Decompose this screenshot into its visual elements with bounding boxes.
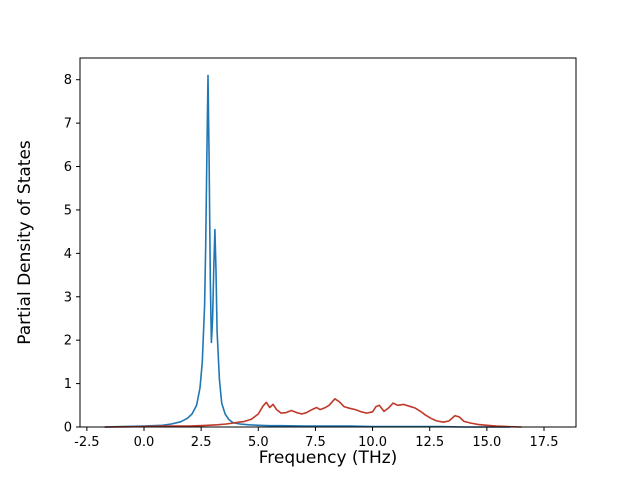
- x-tick-label: 0.0: [134, 435, 155, 450]
- y-tick-label: 0: [64, 421, 72, 436]
- y-tick-label: 3: [64, 290, 72, 305]
- axes-layer: -2.5 0.0 2.5 5.0 7.5 10.0 12.5 15.0 17.5 0 1 2 3 4 5 6 7…: [64, 57, 577, 450]
- series-line-blue: [104, 74, 511, 428]
- series-layer: [104, 74, 522, 428]
- y-tick-label: 2: [64, 334, 72, 349]
- y-tick-label: 7: [64, 117, 72, 132]
- series-line-red: [104, 397, 522, 428]
- x-tick-label: -2.5: [74, 435, 99, 450]
- x-tick-label: 17.5: [530, 435, 559, 450]
- x-tick-label: 2.5: [191, 435, 212, 450]
- x-tick-label: 15.0: [472, 435, 501, 450]
- y-tick-label: 6: [64, 160, 72, 175]
- y-tick-label: 4: [64, 247, 72, 262]
- plot-border: [79, 57, 577, 428]
- x-tick-label: 5.0: [248, 435, 269, 450]
- y-tick-label: 1: [64, 377, 72, 392]
- y-tick-label: 8: [64, 73, 72, 88]
- y-tick-label: 5: [64, 203, 72, 218]
- x-tick-label: 12.5: [415, 435, 444, 450]
- x-tick-label: 7.5: [305, 435, 326, 450]
- x-tick-label: 10.0: [358, 435, 387, 450]
- x-axis-label: Frequency (THz): [259, 448, 398, 468]
- y-axis-label: Partial Density of States: [15, 140, 35, 345]
